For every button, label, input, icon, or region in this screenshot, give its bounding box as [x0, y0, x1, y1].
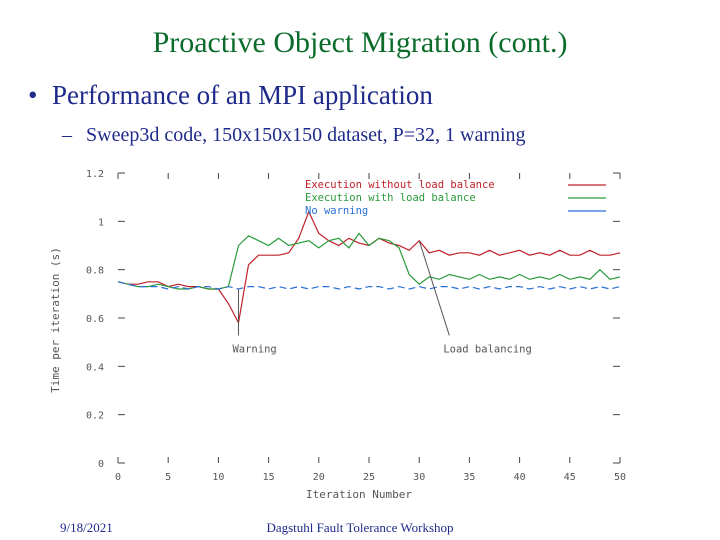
x-tick-label: 10 [212, 472, 224, 483]
legend-label-3: No warning [305, 205, 368, 217]
annotation-label-2: Load balancing [443, 343, 532, 355]
y-axis-title: Time per iteration (s) [49, 247, 62, 393]
sub-bullet-text: Sweep3d code, 150x150x150 dataset, P=32,… [86, 124, 526, 146]
main-bullet: • Performance of an MPI application [28, 80, 433, 111]
y-tick-label: 1 [98, 217, 104, 228]
x-tick-label: 45 [564, 472, 576, 483]
x-tick-label: 40 [514, 472, 526, 483]
x-tick-label: 50 [614, 472, 626, 483]
series-line-3 [117, 281, 621, 290]
legend-label-2: Execution with load balance [305, 192, 476, 204]
x-tick-label: 15 [263, 472, 275, 483]
y-tick-label: 1.2 [86, 169, 104, 180]
y-tick-label: 0 [98, 459, 104, 470]
annotation-label-1: Warning [232, 343, 276, 355]
x-tick-label: 5 [165, 472, 171, 483]
performance-chart: 0 5 10 15 20 25 30 35 40 45 50 0 0.2 0.4 0.6 0.8 1 1.2 Ite… [49, 169, 626, 501]
x-axis-title: Iteration Number [306, 488, 412, 501]
x-tick-label: 30 [413, 472, 425, 483]
y-tick-label: 0.2 [86, 411, 104, 422]
series-line-1 [117, 210, 621, 325]
x-tick-label: 25 [363, 472, 375, 483]
sub-bullet-marker: – [62, 124, 72, 146]
y-tick-label: 0.6 [86, 314, 104, 325]
annotation-pointer-2 [418, 240, 450, 336]
footer-workshop: Dagstuhl Fault Tolerance Workshop [266, 520, 454, 535]
series-line-2 [117, 232, 621, 290]
x-tick-label: 20 [313, 472, 325, 483]
y-tick-label: 0.8 [86, 266, 104, 277]
footer-date: 9/18/2021 [60, 520, 113, 535]
bullet-marker: • [28, 80, 38, 110]
sub-bullet: – Sweep3d code, 150x150x150 dataset, P=32… [62, 124, 526, 147]
y-tick-label: 0.4 [86, 362, 104, 373]
slide-title: Proactive Object Migration (cont.) [152, 26, 568, 59]
legend-label-1: Execution without load balance [305, 179, 495, 191]
main-bullet-text: Performance of an MPI application [52, 80, 433, 110]
x-tick-label: 35 [463, 472, 475, 483]
x-tick-label: 0 [115, 472, 121, 483]
